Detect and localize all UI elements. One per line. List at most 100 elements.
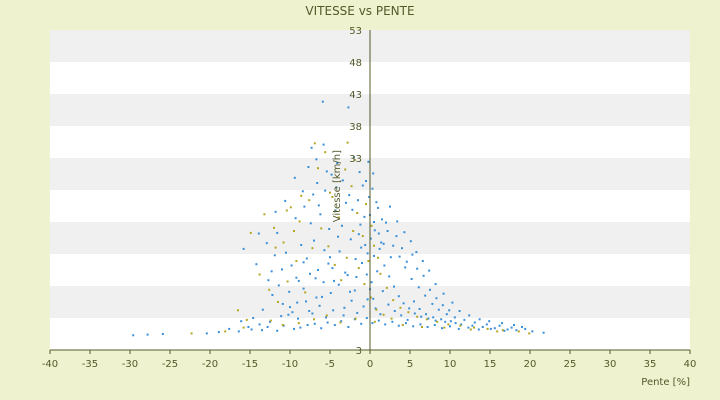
data-point xyxy=(408,307,411,310)
x-axis-label: Pente [%] xyxy=(641,377,690,388)
data-point xyxy=(356,212,359,214)
data-point xyxy=(426,326,429,328)
data-point xyxy=(281,324,284,326)
data-point xyxy=(403,231,406,234)
data-point xyxy=(405,260,408,263)
data-point xyxy=(463,318,466,321)
data-point xyxy=(347,326,350,328)
data-point xyxy=(323,249,326,252)
data-point xyxy=(285,209,288,212)
data-point xyxy=(373,221,375,223)
data-point xyxy=(375,201,378,204)
data-point xyxy=(268,288,271,291)
data-point xyxy=(385,221,387,224)
data-point xyxy=(300,244,303,246)
data-point xyxy=(353,289,356,292)
data-point xyxy=(309,222,312,225)
data-point xyxy=(354,317,357,320)
data-point xyxy=(261,329,263,332)
data-point xyxy=(372,297,375,300)
data-point xyxy=(395,235,398,238)
data-point xyxy=(293,327,295,330)
data-point xyxy=(453,316,456,319)
data-point xyxy=(467,326,470,329)
data-point xyxy=(471,324,474,327)
data-point xyxy=(399,306,402,309)
data-point xyxy=(371,322,374,325)
data-point xyxy=(373,320,376,323)
data-point xyxy=(340,320,343,323)
data-point xyxy=(422,274,425,277)
data-point xyxy=(407,311,410,314)
y-tick-label: 38 xyxy=(349,122,362,133)
x-tick-label: -40 xyxy=(42,359,58,370)
data-point xyxy=(542,331,545,334)
data-point xyxy=(290,264,293,267)
x-tick-label: -25 xyxy=(162,359,178,370)
data-point xyxy=(269,320,271,323)
data-point xyxy=(377,256,379,259)
data-point xyxy=(317,269,319,271)
data-point xyxy=(329,292,332,294)
data-point xyxy=(397,324,400,327)
data-point xyxy=(485,323,488,326)
data-point xyxy=(288,290,291,293)
data-point xyxy=(341,179,344,182)
data-point xyxy=(373,254,375,257)
data-point xyxy=(365,317,368,319)
data-point xyxy=(379,272,382,275)
data-point xyxy=(312,193,315,196)
data-point xyxy=(361,184,364,187)
data-point xyxy=(382,242,385,245)
data-point xyxy=(261,308,264,311)
data-point xyxy=(363,215,366,218)
data-point xyxy=(309,272,311,275)
data-point xyxy=(308,310,311,312)
data-point xyxy=(315,158,318,161)
x-tick-label: 40 xyxy=(684,359,697,370)
data-point xyxy=(335,186,338,189)
data-point xyxy=(308,199,311,202)
data-point xyxy=(318,304,321,307)
data-point xyxy=(301,190,304,193)
data-point xyxy=(358,171,361,174)
data-point xyxy=(361,235,364,238)
data-point xyxy=(271,294,274,296)
data-point xyxy=(409,240,412,243)
y-tick-label: 3 xyxy=(356,346,362,357)
data-point xyxy=(317,204,320,207)
data-point xyxy=(473,326,475,329)
data-point xyxy=(415,251,418,254)
data-point xyxy=(132,334,135,337)
data-point xyxy=(468,314,471,317)
data-point xyxy=(372,172,375,175)
data-point xyxy=(302,287,305,290)
data-point xyxy=(528,332,531,335)
data-point xyxy=(460,323,463,326)
data-point xyxy=(410,278,413,280)
data-point xyxy=(388,275,391,278)
data-point xyxy=(314,277,317,280)
data-point xyxy=(419,323,422,326)
data-point xyxy=(378,247,381,250)
data-point xyxy=(321,295,323,298)
data-point xyxy=(329,191,331,194)
data-point xyxy=(365,180,367,182)
data-point xyxy=(360,246,363,249)
data-point xyxy=(517,330,520,333)
data-point xyxy=(420,315,423,318)
data-point xyxy=(284,199,287,202)
data-point xyxy=(521,326,523,328)
x-tick-label: 35 xyxy=(644,359,657,370)
data-point xyxy=(270,270,273,273)
data-point xyxy=(442,292,445,295)
data-point xyxy=(444,320,447,323)
data-point xyxy=(412,325,415,328)
data-point xyxy=(321,100,324,103)
data-point xyxy=(249,231,252,234)
data-point xyxy=(324,189,327,192)
data-point xyxy=(205,332,208,335)
data-point xyxy=(266,326,269,328)
data-point xyxy=(371,187,374,190)
data-point xyxy=(392,244,395,247)
